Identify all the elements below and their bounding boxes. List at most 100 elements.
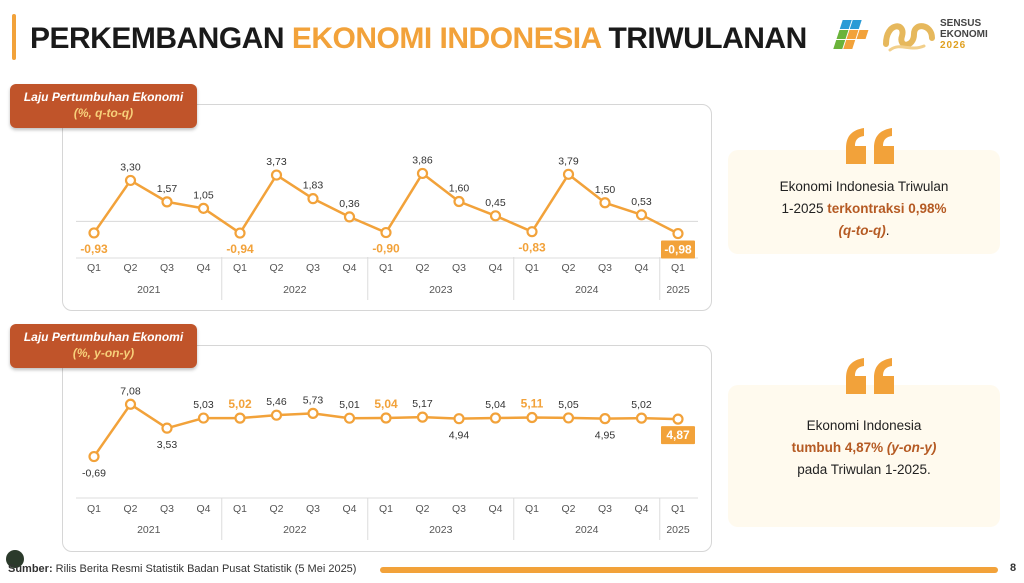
qtoq-year-label: 2025 xyxy=(666,284,690,296)
yony-quarter-label: Q2 xyxy=(561,503,575,515)
qtoq-data-label: 0,45 xyxy=(485,197,506,209)
qtoq-quarter-label: Q2 xyxy=(123,262,137,274)
qtoq-data-point xyxy=(562,168,575,180)
qtoq-year-label: 2023 xyxy=(429,284,453,296)
yony-label-line2: (%, y-on-y) xyxy=(72,346,135,360)
yony-quarter-label: Q1 xyxy=(379,503,393,515)
yony-summary-text: Ekonomi Indonesia tumbuh 4,87% (y-on-y) … xyxy=(728,415,1000,481)
bps-logo-icon xyxy=(833,20,869,49)
yony-series-line xyxy=(92,403,679,458)
qtoq-data-label: 3,73 xyxy=(266,156,287,168)
card2-line1: Ekonomi Indonesia xyxy=(806,418,922,433)
qtoq-data-point xyxy=(161,196,173,208)
yony-data-point xyxy=(197,412,210,424)
card1-line1: Ekonomi Indonesia Triwulan xyxy=(779,179,949,194)
qtoq-quarter-label: Q1 xyxy=(233,262,247,274)
yony-data-label: 5,46 xyxy=(266,396,287,408)
yony-quarter-label: Q2 xyxy=(415,503,429,515)
card1-line2a: 1-2025 xyxy=(781,201,828,216)
sensus-ekonomi-emblem-icon xyxy=(883,23,935,52)
qtoq-quarter-label: Q1 xyxy=(671,262,685,274)
yony-label-line1: Laju Pertumbuhan Ekonomi xyxy=(23,330,184,344)
title-part3: TRIWULANAN xyxy=(600,22,807,55)
sensus-ekonomi-text: SENSUS EKONOMI 2026 xyxy=(940,18,988,51)
yony-quarter-label: Q4 xyxy=(634,503,648,515)
yony-data-label: 5,05 xyxy=(558,399,579,411)
qtoq-year-label: 2021 xyxy=(137,284,161,296)
yony-data-label: 4,87 xyxy=(666,428,690,442)
yony-data-point xyxy=(416,411,429,423)
qtoq-quarter-label: Q3 xyxy=(306,262,320,274)
qtoq-data-point xyxy=(343,211,356,223)
card2-line2b: (y-on-y) xyxy=(886,440,937,455)
qtoq-label-line2: (%, q-to-q) xyxy=(73,106,134,120)
title-part2: EKONOMI INDONESIA xyxy=(291,22,601,55)
qtoq-data-point xyxy=(635,209,648,221)
qtoq-data-label: -0,83 xyxy=(518,241,546,255)
qtoq-data-point xyxy=(307,193,319,205)
footer-bar xyxy=(380,567,998,573)
qtoq-data-point xyxy=(599,197,611,209)
qtoq-data-label: 1,57 xyxy=(157,183,178,195)
qtoq-data-label: 3,79 xyxy=(558,155,579,167)
qtoq-data-point xyxy=(270,169,283,181)
yony-quarter-label: Q3 xyxy=(452,503,466,515)
yony-quarter-label: Q1 xyxy=(233,503,247,515)
qtoq-data-label: 1,50 xyxy=(595,184,616,196)
qtoq-quarter-label: Q1 xyxy=(87,262,101,274)
yony-data-point xyxy=(526,411,538,424)
qtoq-data-label: 3,30 xyxy=(120,161,141,173)
yony-quarter-label: Q4 xyxy=(342,503,356,515)
yony-chart-panel xyxy=(62,345,712,552)
yony-quarter-label: Q3 xyxy=(160,503,174,515)
page-number: 8 xyxy=(1010,562,1017,574)
yony-data-label: 4,94 xyxy=(449,430,470,442)
yony-year-label: 2022 xyxy=(283,524,307,536)
page-title: PERKEMBANGAN EKONOMI INDONESIA TRIWULANA… xyxy=(30,22,807,56)
yony-data-point xyxy=(635,412,648,424)
recorder-icon[interactable] xyxy=(6,550,24,568)
sensus-line1: SENSUS xyxy=(940,18,982,29)
qtoq-data-label: -0,90 xyxy=(372,242,400,256)
qtoq-quarter-label: Q4 xyxy=(488,262,502,274)
source-note: Sumber: Rilis Berita Resmi Statistik Bad… xyxy=(8,563,356,575)
yony-data-point xyxy=(161,422,173,434)
yony-data-label: 5,11 xyxy=(521,397,544,411)
yony-latest-value-box xyxy=(661,426,695,445)
qtoq-latest-value-box xyxy=(661,240,695,259)
qtoq-summary-text: Ekonomi Indonesia Triwulan 1-2025 terkon… xyxy=(728,176,1000,242)
yony-quarter-label: Q4 xyxy=(488,503,502,515)
card1-line3-end: . xyxy=(885,223,890,238)
yony-year-label: 2024 xyxy=(575,524,599,536)
qtoq-quarter-label: Q2 xyxy=(415,262,429,274)
qtoq-quarter-label: Q3 xyxy=(160,262,174,274)
yony-data-label: 3,53 xyxy=(157,439,178,451)
yony-data-point xyxy=(343,412,356,424)
yony-data-point xyxy=(124,398,137,410)
yony-data-label: 5,03 xyxy=(193,399,214,411)
qtoq-data-point xyxy=(197,202,210,214)
yony-data-label: 7,08 xyxy=(120,385,141,397)
qtoq-summary-card: Ekonomi Indonesia Triwulan 1-2025 terkon… xyxy=(728,150,1000,254)
qtoq-quarter-label: Q2 xyxy=(561,262,575,274)
yony-data-label: 5,02 xyxy=(631,399,652,411)
sensus-line3: 2026 xyxy=(940,40,967,51)
yony-quarter-label: Q3 xyxy=(306,503,320,515)
yony-data-label: 5,01 xyxy=(339,399,360,411)
qtoq-data-label: 0,36 xyxy=(339,198,360,210)
yony-data-label: 5,17 xyxy=(412,398,433,410)
yony-quarter-label: Q1 xyxy=(525,503,539,515)
qtoq-quarter-label: Q3 xyxy=(598,262,612,274)
qtoq-data-point xyxy=(526,226,538,238)
yony-data-point xyxy=(599,413,611,425)
yony-data-point xyxy=(672,413,684,425)
yony-data-label: -0,69 xyxy=(82,468,106,480)
card2-line2a: tumbuh 4,87% xyxy=(791,440,887,455)
qtoq-quarter-label: Q1 xyxy=(525,262,539,274)
qtoq-quarter-label: Q3 xyxy=(452,262,466,274)
yony-data-point xyxy=(489,412,502,424)
qtoq-year-label: 2022 xyxy=(283,284,307,296)
yony-year-label: 2025 xyxy=(666,524,690,536)
yony-quarter-label: Q4 xyxy=(196,503,210,515)
